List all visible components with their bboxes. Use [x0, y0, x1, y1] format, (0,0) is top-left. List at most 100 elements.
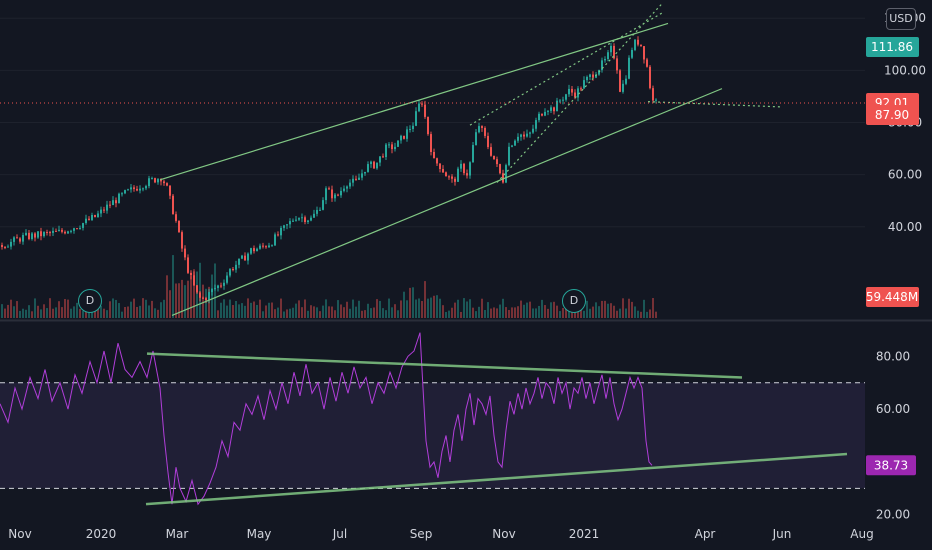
candle-body	[334, 194, 336, 199]
candle-body	[376, 162, 378, 169]
candle-body	[649, 66, 651, 89]
volume-bar	[151, 300, 153, 318]
candle-body	[421, 103, 423, 105]
candle-body	[151, 178, 153, 180]
volume-bar	[403, 291, 405, 318]
candle-body	[652, 88, 654, 101]
volume-bar	[502, 298, 504, 318]
candle-body	[70, 230, 72, 232]
volume-bar	[334, 310, 336, 318]
volume-bar	[634, 306, 636, 318]
candle-body	[199, 292, 201, 298]
candle-body	[100, 209, 102, 214]
candle-body	[157, 179, 159, 183]
candle-body	[346, 186, 348, 189]
volume-bar	[211, 274, 213, 318]
volume-bar	[274, 309, 276, 318]
candle-body	[583, 80, 585, 89]
volume-bar	[205, 288, 207, 318]
volume-bar	[220, 302, 222, 318]
volume-bar	[649, 309, 651, 318]
candle-body	[118, 193, 120, 204]
candle-body	[358, 177, 360, 180]
rsi-trendline	[145, 452, 848, 506]
candle-body	[601, 60, 603, 71]
candle-body	[400, 135, 402, 141]
candle-body	[94, 215, 96, 218]
volume-bar	[532, 308, 534, 318]
price-trendline	[159, 22, 669, 181]
candle-body	[352, 178, 354, 183]
candle-body	[103, 209, 105, 211]
volume-bar	[454, 302, 456, 318]
candle-body	[337, 194, 339, 196]
candle-body	[31, 233, 33, 240]
candle-body	[520, 134, 522, 137]
candle-body	[526, 133, 528, 137]
candle-body	[277, 234, 279, 236]
volume-bar	[223, 299, 225, 318]
candle-body	[283, 225, 285, 228]
volume-bar	[589, 308, 591, 318]
volume-bar	[529, 301, 531, 318]
candle-body	[424, 104, 426, 117]
volume-bar	[283, 311, 285, 318]
candle-body	[280, 227, 282, 236]
candle-body	[514, 140, 516, 146]
volume-bar	[526, 302, 528, 318]
volume-bar	[238, 304, 240, 318]
candle-body	[448, 176, 450, 178]
candle-body	[256, 248, 258, 252]
candle-body	[622, 83, 624, 92]
candle-body	[637, 39, 639, 45]
candle-body	[43, 232, 45, 237]
candle-body	[397, 140, 399, 147]
candle-body	[91, 215, 93, 220]
volume-bar	[76, 302, 78, 318]
rsi-tag-label: 38.73	[874, 458, 908, 472]
candle-body	[55, 230, 57, 232]
volume-bar	[652, 298, 654, 318]
volume-bar	[358, 300, 360, 318]
candle-body	[136, 188, 138, 191]
dividend-marker[interactable]: D	[562, 289, 586, 313]
volume-bar	[343, 307, 345, 318]
candle-body	[541, 113, 543, 116]
volume-bar	[535, 308, 537, 318]
volume-bar	[250, 302, 252, 318]
volume-bar	[640, 311, 642, 318]
candle-body	[184, 248, 186, 258]
candle-body	[607, 52, 609, 59]
candle-body	[508, 146, 510, 166]
dividend-marker[interactable]: D	[78, 289, 102, 313]
volume-bar	[559, 311, 561, 318]
candle-body	[109, 204, 111, 206]
candle-body	[226, 275, 228, 283]
volume-bar	[355, 306, 357, 318]
volume-bar	[544, 305, 546, 318]
candle-body	[178, 220, 180, 233]
volume-bar	[82, 310, 84, 318]
candle-body	[544, 111, 546, 116]
candle-body	[235, 264, 237, 270]
candle-body	[190, 272, 192, 276]
volume-bar	[31, 311, 33, 318]
currency-button[interactable]: USD	[886, 8, 916, 30]
volume-bar	[145, 299, 147, 318]
candle-body	[406, 129, 408, 139]
volume-bar	[511, 307, 513, 318]
candle-body	[22, 235, 24, 242]
candle-body	[655, 99, 657, 101]
volume-bar	[292, 307, 294, 318]
candle-body	[322, 200, 324, 210]
volume-bar	[163, 299, 165, 318]
rsi-trendlines	[145, 352, 848, 506]
candle-body	[160, 179, 162, 182]
volume-bar	[58, 301, 60, 318]
candle-body	[34, 233, 36, 238]
candle-body	[466, 173, 468, 176]
volume-bar	[106, 310, 108, 318]
time-axis[interactable]: Nov 2020 Mar May Jul Sep Nov 2021 Apr Jun Aug	[8, 527, 873, 541]
